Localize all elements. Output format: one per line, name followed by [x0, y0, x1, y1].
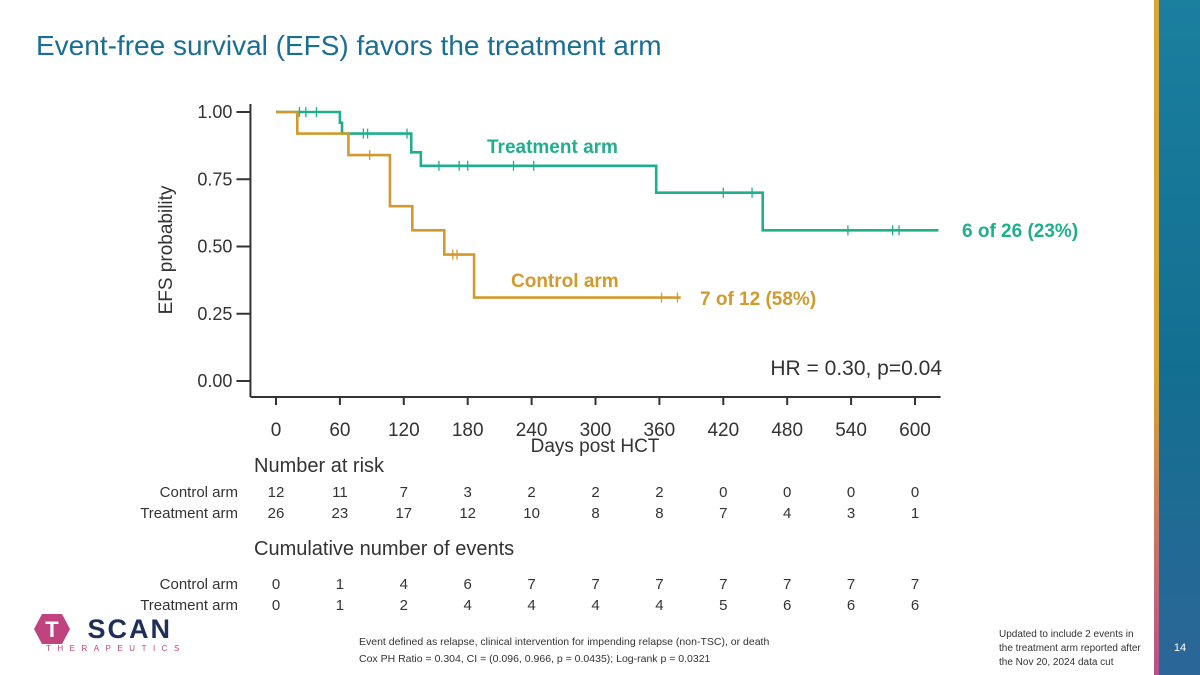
x-tick-label: 120	[388, 420, 420, 441]
events-treatment-value: 6	[846, 597, 856, 614]
at-risk-treatment-value: 17	[395, 505, 413, 522]
chart-series	[276, 107, 939, 303]
treatment-end-label: 6 of 26 (23%)	[962, 221, 1078, 242]
number-at-risk-title: Number at risk	[254, 455, 385, 477]
at-risk-control-value: 11	[332, 484, 348, 501]
chart-axes	[236, 104, 941, 405]
control-end-label: 7 of 12 (58%)	[700, 289, 816, 310]
control-curve	[276, 110, 681, 299]
events-control-value: 7	[527, 576, 536, 593]
y-tick-label: 0.75	[197, 169, 232, 189]
page-number: 14	[1173, 642, 1187, 654]
events-treatment-value: 6	[910, 597, 920, 614]
events-treatment-value: 6	[783, 597, 792, 614]
events-control-value: 4	[399, 576, 408, 593]
update-note: Updated to include 2 events in the treat…	[999, 629, 1141, 668]
events-treatment-value: 5	[719, 597, 728, 614]
y-tick-label: 0.25	[197, 304, 232, 324]
svg-text:T: T	[45, 617, 59, 642]
events-treatment-value: 4	[527, 597, 536, 614]
risk-row-label-treatment: Treatment arm	[140, 505, 238, 522]
events-treatment-value: 1	[335, 597, 345, 614]
events-row-label-control: Control arm	[159, 576, 238, 593]
at-risk-treatment-value: 10	[523, 505, 540, 522]
at-risk-control-value: 0	[910, 484, 920, 501]
logo-subtitle: THERAPEUTICS	[46, 644, 186, 653]
x-tick-label: 360	[644, 420, 676, 441]
x-tick-label: 240	[516, 420, 548, 441]
cumulative-events-title: Cumulative number of events	[254, 538, 515, 560]
events-treatment-value: 2	[399, 597, 408, 614]
at-risk-treatment-value: 12	[459, 505, 477, 522]
at-risk-control-value: 7	[399, 484, 408, 501]
x-tick-label: 420	[707, 420, 739, 441]
at-risk-control-value: 2	[527, 484, 536, 501]
events-treatment-value: 4	[463, 597, 472, 614]
y-tick-label: 0.00	[197, 371, 232, 391]
at-risk-treatment-value: 1	[910, 505, 920, 522]
x-tick-label: 180	[452, 420, 484, 441]
control-arm-label: Control arm	[511, 271, 619, 292]
events-treatment-value: 4	[591, 597, 600, 614]
x-tick-label: 60	[329, 420, 350, 441]
tscan-logo-mark: T	[34, 614, 70, 644]
x-tick-label: 600	[899, 420, 931, 441]
at-risk-control-value: 2	[655, 484, 664, 501]
events-row-label-treatment: Treatment arm	[140, 597, 238, 614]
at-risk-treatment-value: 3	[846, 505, 856, 522]
events-control-value: 7	[783, 576, 792, 593]
at-risk-control-value: 0	[846, 484, 856, 501]
sidebar-accent-stripe	[1154, 0, 1159, 675]
events-treatment-value: 0	[271, 597, 281, 614]
x-tick-label: 0	[271, 420, 282, 441]
at-risk-control-value: 0	[719, 484, 728, 501]
events-control-value: 7	[719, 576, 728, 593]
x-tick-label: 300	[580, 420, 612, 441]
at-risk-treatment-value: 26	[267, 505, 285, 522]
hazard-ratio-annotation: HR = 0.30, p=0.04	[770, 357, 942, 380]
efs-chart: 0.00 0.25 0.50 0.75 1.00 0 60 120 180 240 300 360 42…	[156, 102, 1078, 457]
footnote-statistics: Cox PH Ratio = 0.304, CI = (0.096, 0.966…	[359, 653, 711, 665]
chart-text: 0.00 0.25 0.50 0.75 1.00 0 60 120 180 240 300 360 42…	[156, 102, 1078, 457]
at-risk-treatment-value: 8	[591, 505, 600, 522]
y-tick-label: 1.00	[197, 102, 232, 122]
at-risk-treatment-value: 23	[331, 505, 349, 522]
events-control-value: 6	[463, 576, 472, 593]
events-control-value: 7	[846, 576, 856, 593]
at-risk-treatment-value: 4	[783, 505, 792, 522]
events-treatment-value: 4	[655, 597, 664, 614]
events-control-value: 7	[655, 576, 664, 593]
treatment-curve	[276, 110, 939, 232]
logo-wordmark-text: SCAN	[87, 614, 173, 644]
y-tick-label: 0.50	[197, 237, 232, 257]
at-risk-control-value: 2	[591, 484, 600, 501]
events-control-value: 7	[591, 576, 600, 593]
at-risk-control-value: 0	[783, 484, 792, 501]
at-risk-control-value: 3	[463, 484, 472, 501]
at-risk-treatment-value: 7	[719, 505, 728, 522]
at-risk-control-value: 12	[267, 484, 285, 501]
sidebar-band	[1154, 0, 1200, 675]
x-tick-label: 540	[835, 420, 867, 441]
events-control-value: 7	[910, 576, 920, 593]
treatment-arm-label: Treatment arm	[487, 137, 618, 158]
events-control-value: 1	[335, 576, 345, 593]
y-axis-label: EFS probability	[156, 185, 177, 314]
at-risk-treatment-value: 8	[655, 505, 664, 522]
footnote-definition: Event defined as relapse, clinical inter…	[359, 636, 770, 648]
slide-title: Event-free survival (EFS) favors the tre…	[36, 30, 662, 61]
x-tick-label: 480	[771, 420, 803, 441]
x-axis-label: Days post HCT	[531, 436, 660, 457]
risk-row-label-control: Control arm	[159, 484, 238, 501]
events-control-value: 0	[271, 576, 281, 593]
